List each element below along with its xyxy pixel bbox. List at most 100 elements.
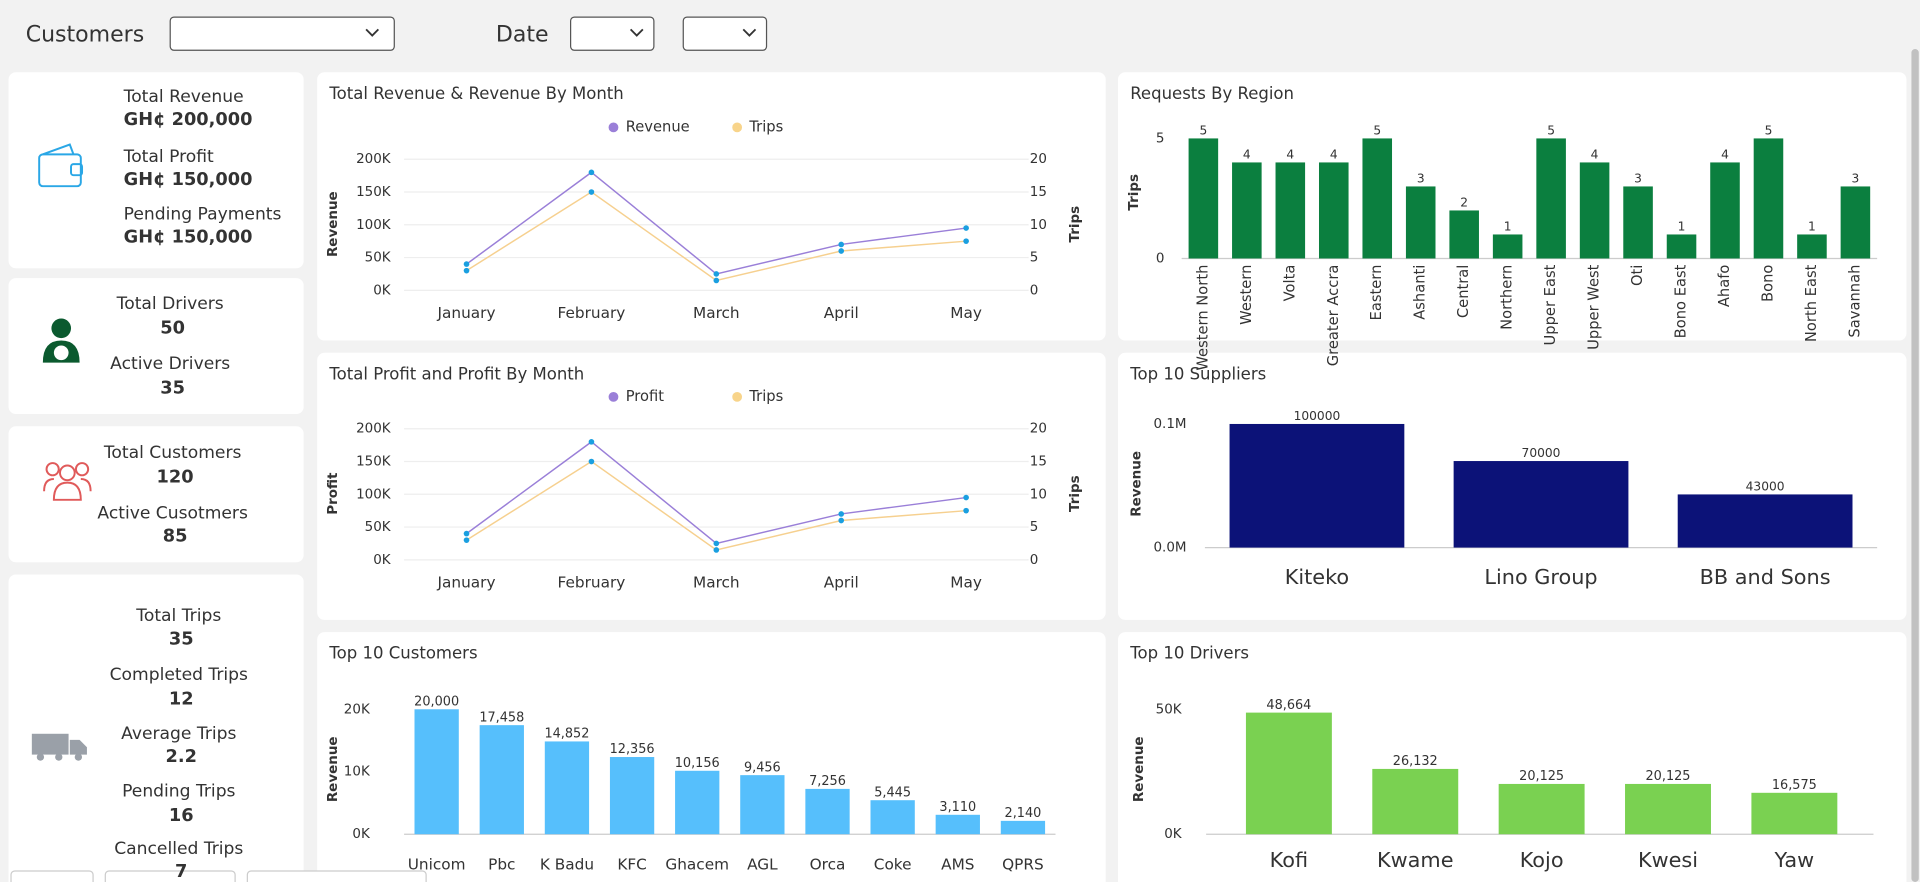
kpi-value: 120 [157,468,194,488]
kpi-label: Total Drivers [116,294,224,314]
x-tick-label: Pbc [488,855,515,873]
point-marker [963,494,969,501]
point-marker [713,277,720,284]
tab[interactable] [10,870,94,882]
kpi-label: Total Profit [123,147,214,167]
bar-value-label: 4 [1330,148,1338,162]
point-marker [588,458,595,465]
y-tick-label: 100K [356,217,392,233]
point-marker [713,547,720,553]
y-axis-label: Revenue [325,191,341,257]
x-tick-label: Kofi [1270,848,1308,872]
bar-value-label: 26,132 [1393,754,1438,769]
bar-value-label: 4 [1286,148,1294,162]
y2-tick-label: 10 [1030,486,1047,502]
chart-panel [317,352,1106,620]
bar-value-label: 7,256 [809,774,846,789]
kpi-value: GH¢ 200,000 [124,110,253,130]
kpi-value: 35 [160,378,185,398]
bar [935,814,980,835]
y2-tick-label: 20 [1030,151,1047,167]
date-label: Date [496,23,549,48]
bar [1710,162,1740,259]
bar-value-label: 5 [1765,124,1773,138]
y-axis-label: Profit [325,472,341,515]
kpi-value: 85 [163,527,188,547]
kpi-label: Average Trips [121,724,236,744]
bar [544,741,590,835]
bar [1751,792,1838,835]
bar-value-label: 10,156 [675,756,720,771]
bar-value-label: 3 [1634,172,1642,186]
bar [1753,138,1784,259]
bar-value-label: 3,110 [939,800,976,815]
x-tick-label: February [558,574,626,592]
y-tick-label: 20K [344,701,371,717]
bar [1797,234,1827,259]
point-marker [463,530,470,537]
x-tick-label: K Badu [540,855,594,873]
point-marker [838,517,845,524]
chart-panel [1117,72,1907,341]
bar [1625,783,1711,835]
tab[interactable] [246,870,427,882]
x-tick-label: KFC [617,855,647,873]
x-tick-label: Kojo [1520,848,1564,872]
bar [1372,768,1459,835]
bar-value-label: 12,356 [610,742,655,757]
x-tick-label: Yaw [1774,848,1815,872]
x-tick-label: Upper East [1542,264,1559,345]
legend-label: Profit [626,388,665,405]
bar-value-label: 4 [1591,148,1599,162]
y-tick-label: 0 [1156,250,1165,266]
x-tick-label: Unicom [408,855,466,873]
x-tick-label: Eastern [1368,265,1385,321]
kpi-label: Active Drivers [110,354,230,374]
truck-icon [31,733,87,761]
kpi-card [8,426,304,563]
kpi-value: 35 [169,629,194,649]
point-marker [838,511,845,517]
bar-value-label: 1 [1808,220,1816,234]
kpi-value: 50 [160,318,185,338]
kpi-value: GH¢ 150,000 [124,170,253,190]
bar [1492,234,1523,259]
bar-value-label: 100000 [1294,409,1341,423]
bar-value-label: 48,664 [1266,698,1311,713]
date-from-dropdown[interactable] [570,16,655,51]
x-tick-label: January [437,304,496,322]
bar-value-label: 5 [1373,124,1381,138]
bar-value-label: 43000 [1746,480,1785,494]
chart-title: Total Profit and Profit By Month [328,364,584,383]
x-tick-label: Ahafo [1716,265,1733,308]
y-tick-label: 200K [356,421,392,437]
kpi-value: GH¢ 150,000 [124,228,253,248]
chart-title: Top 10 Suppliers [1129,364,1266,383]
x-tick-label: Ghacem [665,855,729,873]
kpi-label: Cancelled Trips [114,839,243,859]
customers-dropdown[interactable] [169,16,395,51]
chart-title: Top 10 Customers [328,644,477,663]
x-tick-label: AMS [941,855,974,873]
y-tick-label: 0K [373,552,392,568]
wallet-icon [38,143,84,188]
point-marker [588,189,595,195]
point-marker [838,248,845,254]
y2-axis-label: Trips [1067,206,1083,243]
legend-swatch [732,122,743,133]
point-marker [963,225,969,231]
tab[interactable] [104,870,236,882]
bar [1275,162,1306,259]
x-tick-label: May [950,304,982,322]
bar [1318,162,1349,259]
bar-value-label: 2 [1460,196,1468,210]
bar [805,788,850,835]
date-to-dropdown[interactable] [682,16,768,51]
y-tick-label: 0.1M [1153,416,1186,432]
bar [1232,162,1262,259]
bar-value-label: 2,140 [1005,806,1042,821]
customers-icon [43,462,92,501]
bar [1453,461,1629,548]
point-marker [588,439,595,445]
scrollbar[interactable] [1911,49,1919,882]
